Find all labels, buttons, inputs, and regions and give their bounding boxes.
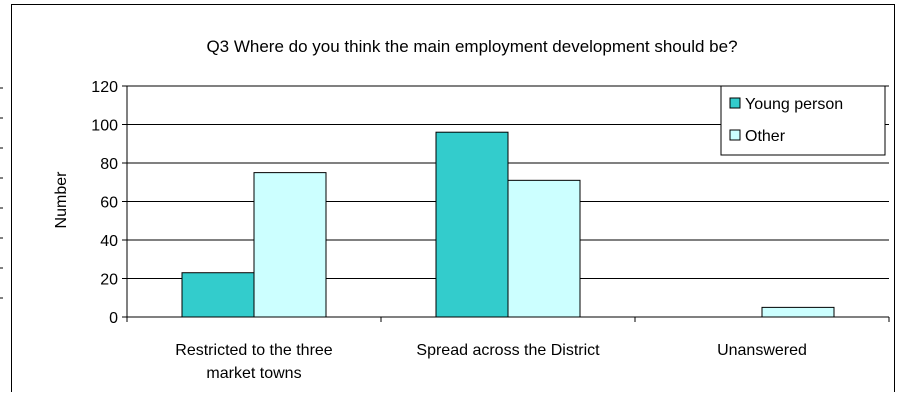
bar-other-0 (253, 172, 327, 318)
y-tick-label-120: 120 (91, 79, 118, 96)
bar-young-person-1 (435, 131, 509, 318)
axes (122, 85, 890, 322)
y-axis-label: Number (53, 171, 70, 229)
bar-young-person-0 (181, 272, 255, 318)
x-tick-label-1-0: Spread across the District (416, 342, 600, 359)
y-tick-label-0: 0 (109, 310, 118, 327)
legend-label-1: Other (745, 128, 786, 145)
y-tick-label-80: 80 (100, 156, 118, 173)
legend-box (720, 85, 886, 156)
y-tick-label-40: 40 (100, 233, 118, 250)
y-tick-label-60: 60 (100, 195, 118, 212)
x-tick-labels: Restricted to the three market towns Sprea… (175, 342, 807, 382)
legend-swatch-1 (729, 129, 741, 141)
x-tick-label-0-1: market towns (206, 365, 301, 382)
bar-other-1 (507, 179, 581, 318)
y-tick-labels: 0 20 40 60 80 100 120 (91, 79, 118, 327)
bars (181, 131, 835, 318)
legend-swatch-0 (729, 97, 741, 109)
legend-label-0: Young person (745, 96, 843, 113)
y-tick-label-20: 20 (100, 272, 118, 289)
x-tick-label-0-0: Restricted to the three (175, 342, 333, 359)
legend: Young person Other (720, 85, 886, 156)
bar-other-2 (761, 306, 835, 318)
y-tick-label-100: 100 (91, 118, 118, 135)
x-tick-label-2-0: Unanswered (717, 342, 807, 359)
left-edge-marks (0, 87, 3, 299)
chart-title: Q3 Where do you think the main employmen… (206, 37, 737, 56)
